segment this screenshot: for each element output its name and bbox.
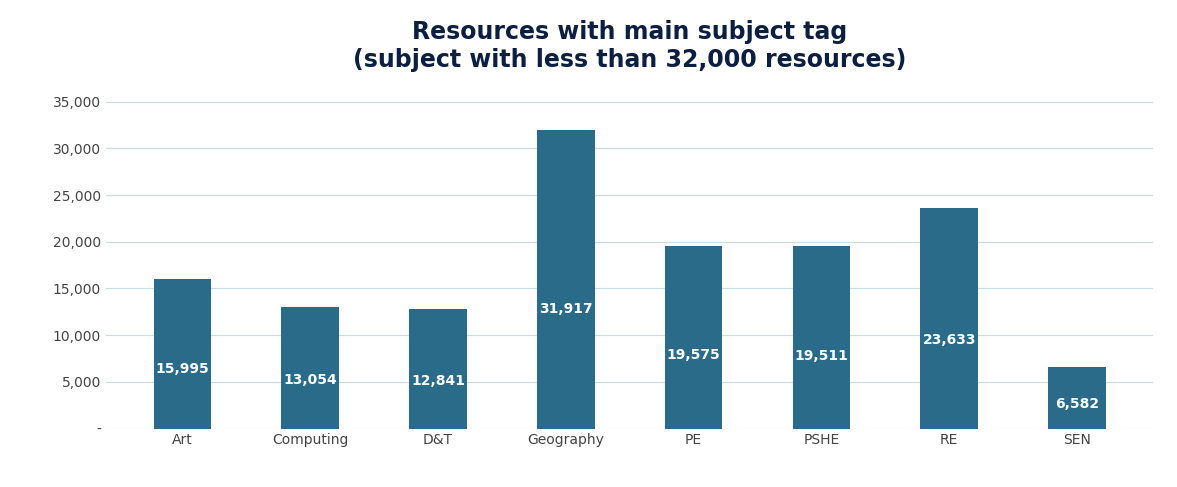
Bar (537, 131, 594, 429)
Bar (281, 307, 339, 429)
Text: 6,582: 6,582 (1055, 397, 1099, 411)
Text: 19,511: 19,511 (794, 349, 849, 363)
Bar (920, 208, 978, 429)
Bar (792, 246, 850, 429)
Bar (153, 279, 211, 429)
Bar (410, 309, 467, 429)
Bar (1049, 367, 1106, 429)
Text: 23,633: 23,633 (923, 333, 976, 347)
Text: 13,054: 13,054 (284, 373, 337, 387)
Title: Resources with main subject tag
(subject with less than 32,000 resources): Resources with main subject tag (subject… (353, 20, 906, 72)
Text: 31,917: 31,917 (539, 302, 592, 317)
Bar (665, 246, 723, 429)
Text: 15,995: 15,995 (155, 362, 210, 376)
Text: 19,575: 19,575 (666, 348, 720, 362)
Text: 12,841: 12,841 (411, 374, 465, 388)
